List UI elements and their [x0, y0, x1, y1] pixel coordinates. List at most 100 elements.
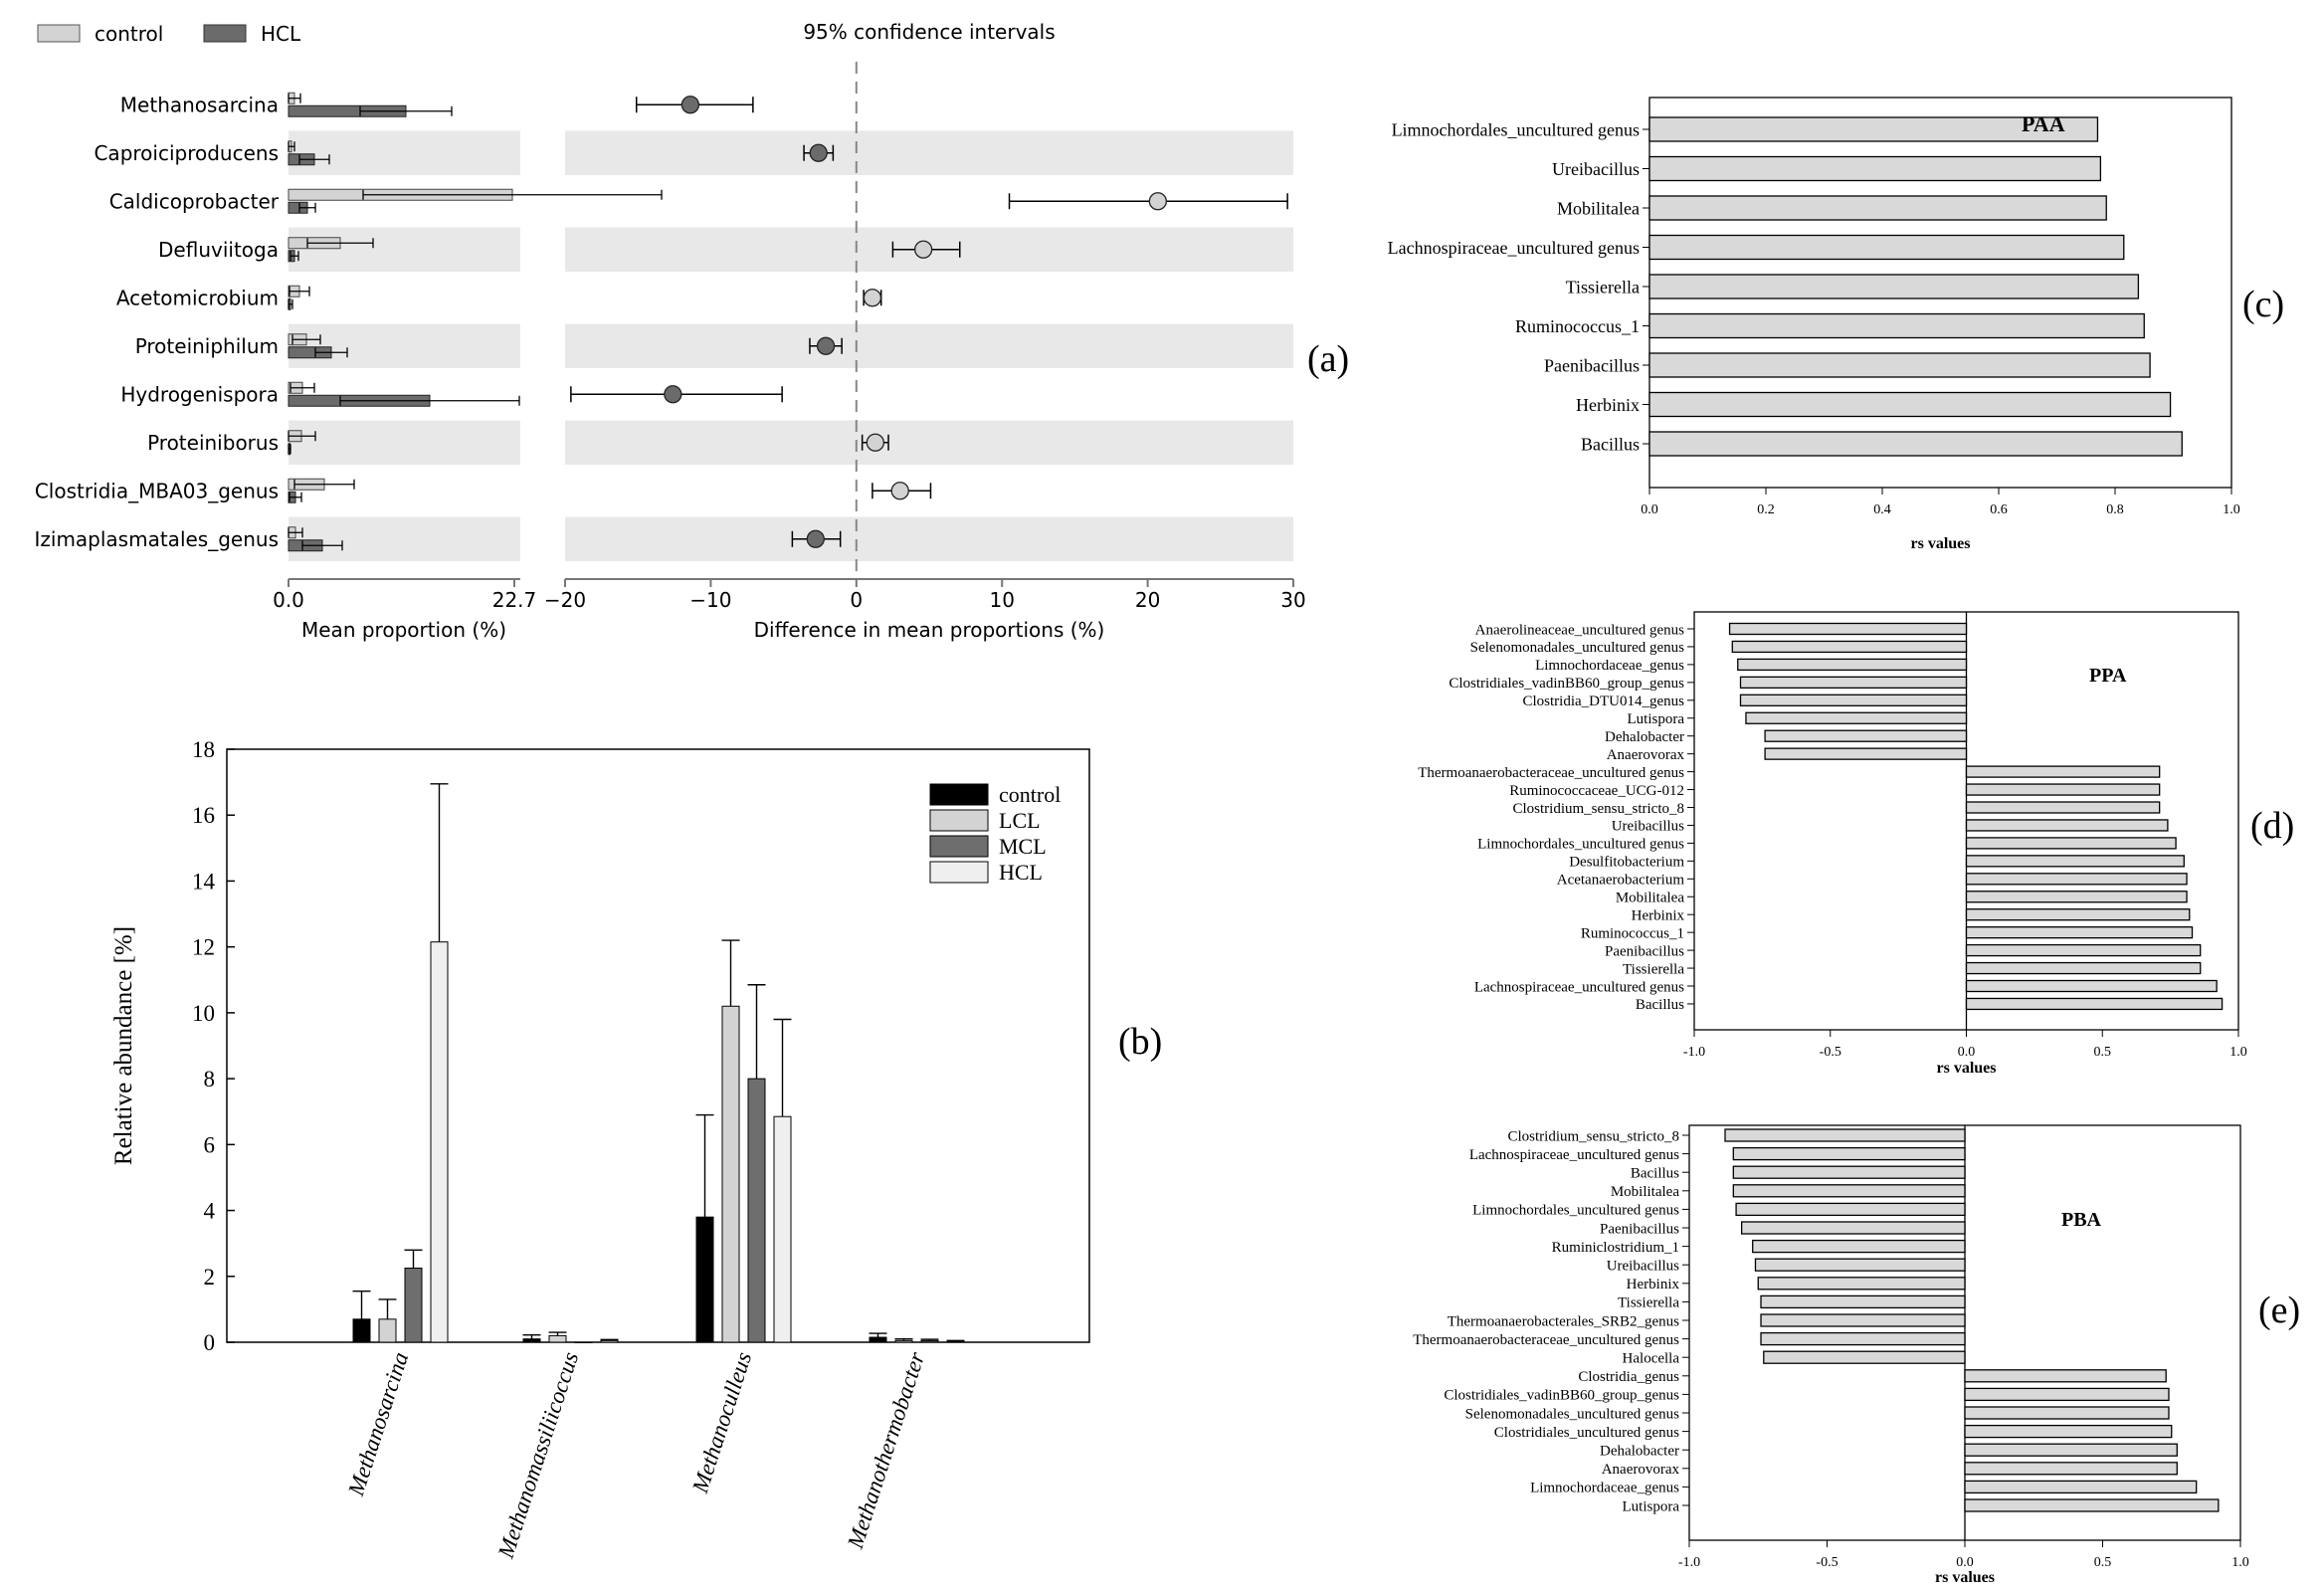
legend-swatch-control [37, 24, 81, 43]
category-label: Lutispora [1623, 1498, 1680, 1514]
category-label: Mobilitalea [1611, 1184, 1679, 1200]
category-label: Methanomassiliicoccus [492, 1349, 583, 1562]
rs-bar [1965, 783, 2161, 796]
category-label: Methanoculleus [687, 1349, 756, 1496]
x-tick-label: 1.0 [2223, 502, 2240, 517]
rs-bar [1764, 729, 1968, 742]
category-label: Methanosarcina [343, 1349, 413, 1499]
category-label: Acetomicrobium [116, 286, 279, 309]
category-label: Hydrogenispora [120, 382, 279, 406]
category-label: Herbinix [1576, 395, 1640, 415]
rs-bar [1648, 274, 2140, 299]
bar-hcl [946, 1340, 965, 1343]
rs-bar [1745, 711, 1968, 724]
x-tick-label: 0.5 [2094, 1555, 2112, 1570]
x-tick-label: 0.4 [1873, 502, 1891, 517]
band-left-3 [289, 227, 520, 272]
legend-swatch-control [929, 783, 989, 806]
category-label: Paenibacillus [1605, 943, 1684, 959]
band-left-7 [289, 420, 520, 465]
category-label: Limnochordaceae_genus [1535, 658, 1684, 674]
right-tick-label: 30 [1280, 588, 1305, 612]
x-tick-label: -1.0 [1678, 1555, 1700, 1570]
x-tick-label: 0.2 [1757, 502, 1775, 517]
category-label: Clostridiales_vadinBB60_group_genus [1444, 1388, 1679, 1404]
chart-title: PBA [2061, 1209, 2102, 1231]
band-left-1 [289, 130, 520, 175]
x-tick-label: 1.0 [2231, 1555, 2249, 1570]
rs-bar [1965, 891, 2188, 903]
category-label: Anaerovorax [1607, 747, 1685, 763]
left-tick-label: 0.0 [273, 588, 304, 612]
rs-bar [1739, 694, 1968, 706]
category-label: Clostridiales_uncultured genus [1494, 1425, 1679, 1441]
right-tick-label: 10 [989, 588, 1014, 612]
ci-title: 95% confidence intervals [803, 20, 1055, 44]
x-tick-label: -0.5 [1816, 1555, 1838, 1570]
rs-bar [1964, 1369, 2167, 1383]
category-label: Limnochordales_uncultured genus [1392, 119, 1640, 139]
category-label: Paenibacillus [1600, 1221, 1679, 1237]
x-axis-label: rs values [1937, 1060, 1997, 1077]
x-tick-label: 0.5 [2094, 1045, 2112, 1060]
category-label: Halocella [1623, 1350, 1680, 1366]
category-label: Izimaplasmatales_genus [34, 527, 279, 551]
x-tick-label: 1.0 [2229, 1045, 2247, 1060]
bar-lcl [721, 1005, 740, 1343]
band-right-1 [565, 130, 1293, 175]
x-tick-label: 0.8 [2106, 502, 2124, 517]
category-label: Ruminococcus_1 [1581, 925, 1684, 941]
legend-label: MCL [999, 834, 1047, 859]
category-label: Clostridia_genus [1578, 1369, 1679, 1385]
category-label: Mobilitalea [1616, 891, 1684, 906]
category-label: Clostridium_sensu_stricto_8 [1513, 801, 1685, 817]
rs-bar [1735, 1202, 1966, 1217]
plot-frame [226, 748, 1090, 1343]
rs-bar [1760, 1313, 1966, 1327]
category-label: Ureibacillus [1607, 1258, 1679, 1274]
bar-mcl [920, 1339, 939, 1343]
category-label: Lutispora [1628, 711, 1685, 727]
legend-swatch-hcl [203, 24, 247, 43]
legend-label: LCL [999, 808, 1041, 833]
rs-bar [1965, 997, 2224, 1011]
category-label: Herbinix [1627, 1277, 1680, 1292]
rs-bar [1732, 1165, 1966, 1179]
band-right-5 [565, 323, 1293, 368]
legend-label-control: control [95, 22, 163, 46]
rs-bar [1648, 312, 2145, 339]
category-label: Ruminococcus_1 [1515, 316, 1640, 336]
category-label: Bacillus [1636, 997, 1684, 1013]
x-tick-label: -0.5 [1820, 1045, 1841, 1060]
category-label: Clostridia_DTU014_genus [1523, 694, 1685, 709]
rs-bar [1965, 908, 2191, 921]
rs-bar [1964, 1443, 2178, 1457]
panel-label-b: (b) [1118, 1021, 1162, 1063]
rs-bar [1648, 234, 2125, 261]
band-left-5 [289, 323, 520, 368]
category-label: Acetanaerobacterium [1557, 873, 1685, 889]
rs-bar [1760, 1294, 1966, 1309]
category-label: Limnochordales_uncultured genus [1477, 837, 1684, 853]
rs-bar [1648, 391, 2172, 418]
rs-bar [1764, 747, 1968, 760]
bar-lcl [894, 1339, 913, 1343]
y-tick-label: 12 [192, 935, 215, 960]
category-label: Methanosarcina [120, 93, 279, 116]
y-tick-label: 8 [204, 1067, 216, 1092]
legend-label: HCL [999, 860, 1043, 885]
legend-swatch-lcl [929, 809, 989, 832]
rs-bar [1648, 116, 2099, 142]
category-label: Thermoanaerobacterales_SRB2_genus [1448, 1313, 1679, 1329]
bar-mcl [404, 1268, 423, 1343]
rs-bar [1648, 431, 2183, 457]
panel-a-extended-error-bar-plot: control HCL 95% confidence intervals Methan… [34, 20, 1305, 642]
category-label: Paenibacillus [1544, 355, 1640, 375]
bar-control [522, 1338, 541, 1343]
category-label: Lachnospiraceae_uncultured genus [1474, 979, 1684, 995]
y-tick-label: 6 [204, 1132, 216, 1157]
diff-point [664, 385, 682, 404]
bar-lcl [378, 1318, 397, 1343]
category-label: Desulfitobacterium [1569, 855, 1684, 871]
